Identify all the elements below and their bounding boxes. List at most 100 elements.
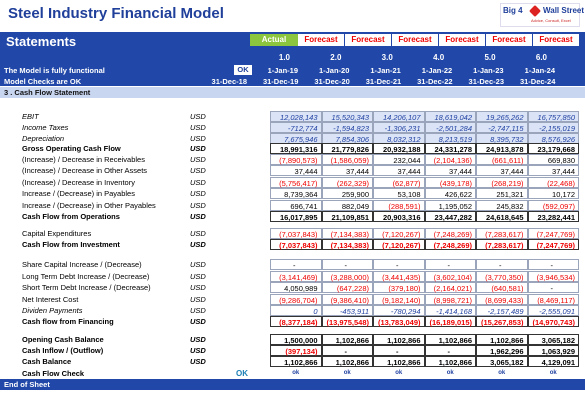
value-cell: -2,555,091: [527, 304, 579, 316]
forecast-header: Forecast: [392, 34, 438, 46]
row-unit: USD: [190, 305, 206, 315]
value-cell: 426,622: [424, 187, 476, 199]
row-unit: USD: [190, 154, 206, 164]
value-cell: (13,975,548): [321, 315, 373, 327]
check-status: OK: [236, 368, 248, 378]
row-unit: USD: [190, 188, 206, 198]
check-cell: ok: [446, 369, 454, 376]
value-cell: (7,037,843): [270, 238, 322, 250]
row-label: Long Term Debt Increase / (Decrease): [22, 271, 150, 281]
row-label: Cash Inflow / (Outflow): [22, 345, 104, 355]
row-label: Cash flow from Financing: [22, 316, 114, 326]
value-cell: -: [424, 344, 476, 356]
end-date: 31-Dec-21: [365, 77, 402, 86]
value-cell: (3,288,000): [321, 270, 373, 282]
value-cell: (8,469,117): [527, 293, 579, 305]
value-cell: 1,962,296: [476, 344, 528, 356]
value-cell: 21,109,851: [321, 210, 373, 222]
value-cell: 15,520,343: [321, 110, 373, 122]
value-cell: 3,065,182: [527, 333, 579, 345]
value-cell: (22,468): [527, 176, 579, 188]
ok-badge: OK: [234, 65, 252, 75]
row-unit: USD: [190, 356, 206, 366]
value-cell: (7,283,617): [476, 227, 528, 239]
row-unit: USD: [190, 143, 206, 153]
end-date: 31-Dec-22: [417, 77, 453, 86]
value-cell: -712,774: [270, 121, 322, 133]
value-cell: -: [373, 258, 425, 270]
value-cell: (3,441,435): [373, 270, 425, 282]
value-cell: (262,329): [321, 176, 373, 188]
value-cell: (647,228): [321, 281, 373, 293]
value-cell: (379,180): [373, 281, 425, 293]
value-cell: -780,294: [373, 304, 425, 316]
row-label: Gross Operating Cash Flow: [22, 143, 121, 153]
row-label: EBIT: [22, 111, 39, 121]
row-unit: USD: [190, 239, 206, 249]
value-cell: 1,102,866: [321, 355, 373, 367]
row-unit: USD: [190, 122, 206, 132]
value-cell: -: [476, 258, 528, 270]
value-cell: 37,444: [321, 164, 373, 176]
row-unit: USD: [190, 259, 206, 269]
value-cell: -: [321, 344, 373, 356]
row-label: Short Term Debt Increase / (Decrease): [22, 282, 151, 292]
start-date: 1-Jan-21: [370, 66, 401, 75]
row-unit: USD: [190, 228, 206, 238]
end-date: 31-Dec-18: [211, 77, 247, 86]
value-cell: 53,108: [373, 187, 425, 199]
value-cell: 12,028,143: [270, 110, 322, 122]
value-cell: -: [270, 258, 322, 270]
row-unit: USD: [190, 165, 206, 175]
value-cell: (288,591): [373, 199, 425, 211]
value-cell: 21,779,826: [321, 142, 373, 154]
value-cell: (9,182,140): [373, 293, 425, 305]
row-label: (Increase) / Decrease in Receivables: [22, 154, 145, 164]
value-cell: (7,283,617): [476, 238, 528, 250]
period-number: 6.0: [535, 53, 547, 62]
value-cell: -1,594,823: [321, 121, 373, 133]
logo: Big 4 Wall Street Advice, Consult, Excel: [500, 3, 584, 27]
value-cell: 245,832: [476, 199, 528, 211]
value-cell: 20,932,188: [373, 142, 425, 154]
value-cell: -1,306,231: [373, 121, 425, 133]
value-cell: 1,500,000: [270, 333, 322, 345]
value-cell: 23,447,282: [424, 210, 476, 222]
row-label: Capital Expenditures: [22, 228, 92, 238]
row-label: Dividen Payments: [22, 305, 83, 315]
value-cell: 16,017,895: [270, 210, 322, 222]
value-cell: 18,619,042: [424, 110, 476, 122]
statements-label: Statements: [6, 34, 77, 49]
value-cell: (15,267,853): [476, 315, 528, 327]
period-number: 5.0: [484, 53, 496, 62]
value-cell: 1,102,866: [321, 333, 373, 345]
value-cell: (7,248,269): [424, 238, 476, 250]
start-date: 1-Jan-22: [421, 66, 453, 75]
value-cell: (7,120,267): [373, 238, 425, 250]
row-unit: USD: [190, 294, 206, 304]
forecast-header: Forecast: [345, 34, 391, 46]
value-cell: 1,102,866: [424, 333, 476, 345]
value-cell: (16,189,015): [424, 315, 476, 327]
title: Steel Industry Financial Model: [8, 5, 224, 22]
check-cell: ok: [395, 369, 403, 376]
period-number: 4.0: [433, 53, 445, 62]
row-label: Increase / (Decrease) in Payables: [22, 188, 135, 198]
row-label: Opening Cash Balance: [22, 334, 104, 344]
value-cell: (62,877): [373, 176, 425, 188]
value-cell: 1,102,866: [373, 333, 425, 345]
value-cell: -2,747,115: [476, 121, 528, 133]
row-label: Income Taxes: [22, 122, 69, 132]
value-cell: (1,586,059): [321, 153, 373, 165]
value-cell: (7,890,573): [270, 153, 322, 165]
check-cell: ok: [343, 369, 351, 376]
value-cell: 14,206,107: [373, 110, 425, 122]
value-cell: -: [527, 281, 579, 293]
value-cell: (268,219): [476, 176, 528, 188]
value-cell: (7,134,383): [321, 227, 373, 239]
value-cell: -453,911: [321, 304, 373, 316]
value-cell: (8,377,184): [270, 315, 322, 327]
value-cell: 669,830: [527, 153, 579, 165]
value-cell: (8,699,433): [476, 293, 528, 305]
